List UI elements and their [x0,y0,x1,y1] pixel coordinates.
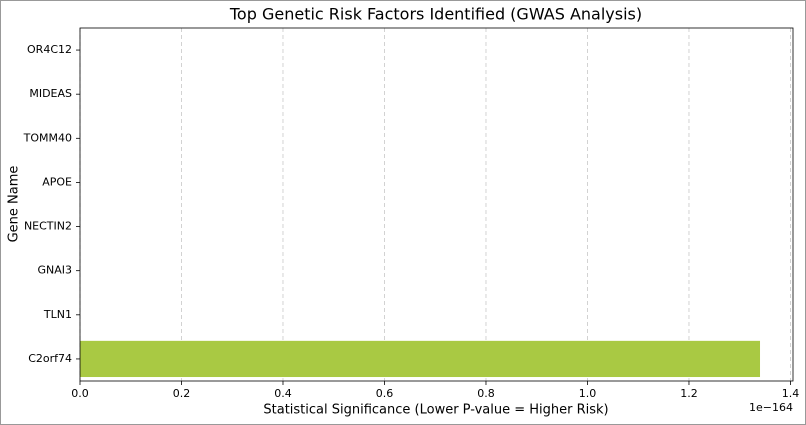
x-tick-label: 1.0 [579,387,597,400]
chart-title: Top Genetic Risk Factors Identified (GWA… [229,5,642,24]
y-tick-label: GNAI3 [37,264,72,277]
y-axis-label: Gene Name [7,166,22,243]
plot-frame [79,27,794,382]
y-tick-label: MIDEAS [29,87,72,100]
y-tick-label: TLN1 [43,308,72,321]
x-tick-label: 0.2 [173,387,191,400]
y-tick-label: TOMM40 [23,131,72,144]
bar [80,340,761,378]
y-tick-label: C2orf74 [28,352,72,365]
x-tick-label: 1.4 [782,387,800,400]
x-tick-label: 0.4 [274,387,292,400]
y-tick-label: APOE [42,175,72,188]
x-tick-label: 0.6 [376,387,394,400]
y-tick-label: NECTIN2 [24,220,72,233]
x-axis-label: Statistical Significance (Lower P-value … [263,403,608,418]
x-offset-label: 1e−164 [749,401,793,414]
x-tick-label: 0.0 [71,387,89,400]
x-tick-label: 0.8 [477,387,495,400]
x-tick-label: 1.2 [680,387,698,400]
y-tick-label: OR4C12 [27,43,72,56]
